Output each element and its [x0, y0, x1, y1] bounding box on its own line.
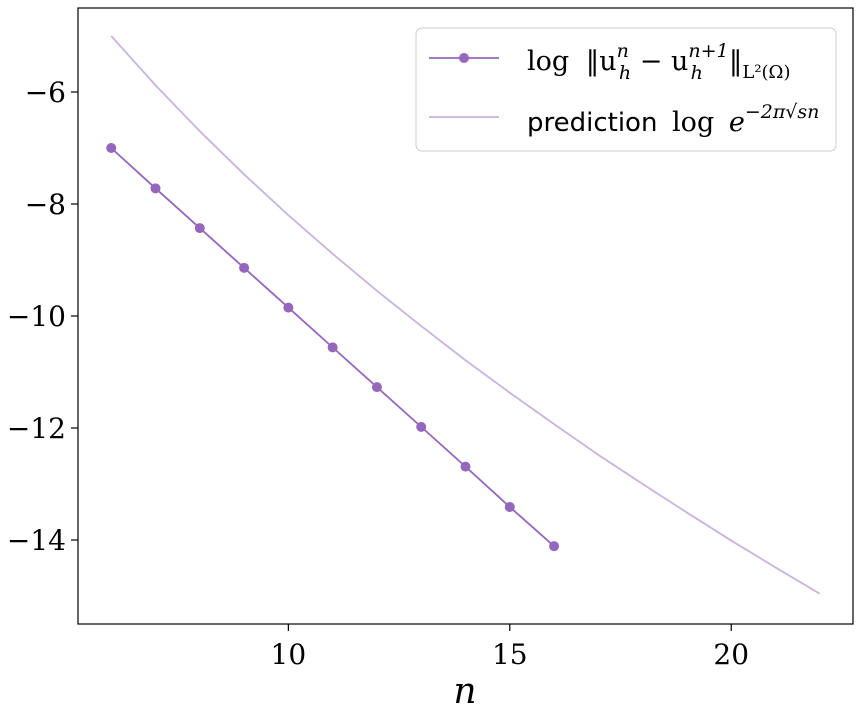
- data-point-measured: [416, 421, 427, 432]
- legend-label-measured: log ‖un h − un+1 h ‖L²(Ω): [527, 40, 791, 84]
- legend-norm-open: ‖u: [586, 46, 617, 77]
- legend-log-1: log: [527, 46, 569, 77]
- legend-exponent: −2π√sn: [745, 101, 820, 123]
- legend-marker-measured: [459, 53, 469, 63]
- legend-sub-h1: h: [619, 62, 631, 84]
- legend-sup-n1: n+1: [688, 40, 728, 62]
- data-point-measured: [460, 461, 471, 472]
- legend: log ‖un h − un+1 h ‖L²(Ω) prediction log e−…: [415, 27, 837, 152]
- data-point-measured: [371, 382, 382, 393]
- x-tick-label: 15: [492, 638, 528, 671]
- legend-norm-sub: L²(Ω): [742, 62, 790, 83]
- data-point-measured: [194, 223, 205, 234]
- legend-sub-h2: h: [691, 62, 703, 84]
- x-axis-title: n: [453, 671, 476, 712]
- legend-label-prediction: prediction log e−2π√sn: [527, 101, 819, 138]
- data-point-measured: [549, 541, 560, 552]
- legend-word-prediction: prediction: [527, 108, 657, 138]
- series-line-prediction: [110, 35, 821, 595]
- legend-sup-n: n: [617, 40, 629, 62]
- legend-box: [415, 27, 837, 152]
- legend-norm-close: ‖: [729, 46, 743, 77]
- legend-base-e: e: [729, 107, 745, 138]
- legend-minus-u: − u: [631, 46, 688, 77]
- data-point-measured: [106, 143, 117, 153]
- data-point-measured: [504, 501, 515, 512]
- y-tick-label: −12: [7, 412, 66, 445]
- axes-layer: 10 15 20 −14 −12 −10 −8 −6: [7, 76, 749, 671]
- series-layer: [106, 35, 821, 595]
- legend-log-2: log: [672, 107, 714, 138]
- x-tick-label: 20: [713, 638, 749, 671]
- y-tick-label: −6: [25, 76, 66, 109]
- y-tick-label: −8: [25, 188, 66, 221]
- data-point-measured: [283, 302, 294, 313]
- data-point-measured: [327, 342, 338, 353]
- data-point-measured: [239, 262, 250, 273]
- y-tick-label: −14: [7, 524, 66, 557]
- data-point-measured: [150, 183, 161, 194]
- x-tick-label: 10: [271, 638, 307, 671]
- y-tick-label: −10: [7, 300, 66, 333]
